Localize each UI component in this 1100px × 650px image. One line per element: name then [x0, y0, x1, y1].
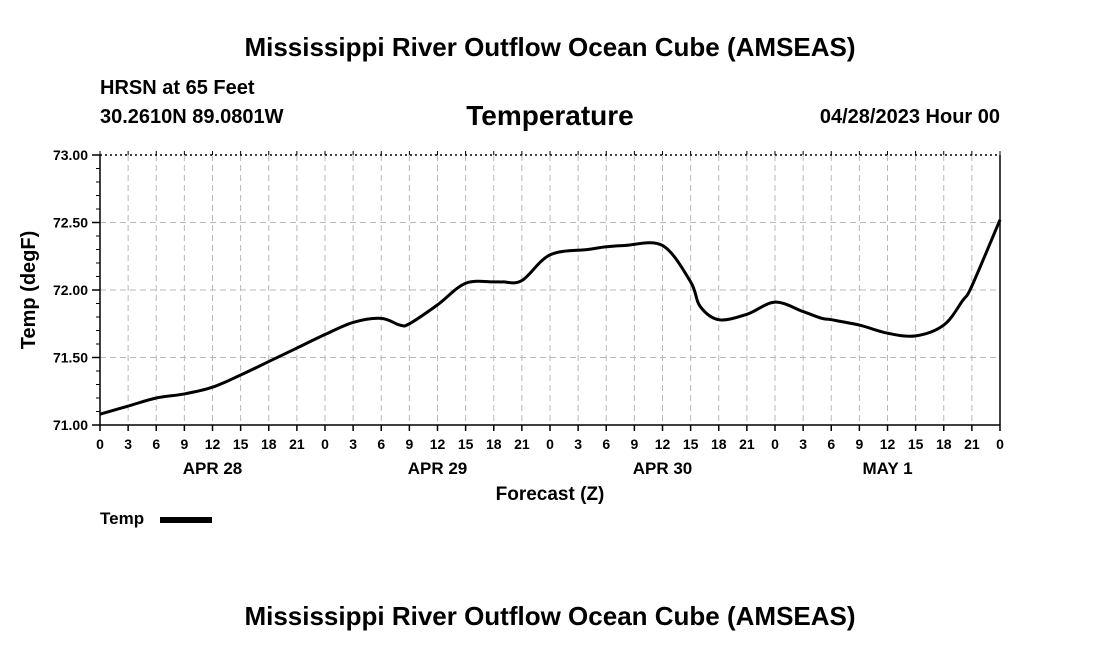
y-tick-label: 71.50: [53, 350, 88, 366]
x-tick-label: 12: [880, 436, 896, 452]
y-tick-label: 72.50: [53, 215, 88, 231]
legend-label: Temp: [100, 509, 145, 528]
day-label: APR 28: [183, 459, 243, 478]
x-tick-label: 15: [233, 436, 249, 452]
x-tick-label: 3: [349, 436, 357, 452]
x-tick-label: 15: [458, 436, 474, 452]
x-tick-label: 9: [180, 436, 188, 452]
x-tick-label: 21: [739, 436, 755, 452]
x-tick-label: 12: [205, 436, 221, 452]
y-tick-label: 72.00: [53, 282, 88, 298]
x-tick-label: 9: [405, 436, 413, 452]
day-label: MAY 1: [862, 459, 912, 478]
x-tick-label: 0: [996, 436, 1004, 452]
x-tick-label: 3: [799, 436, 807, 452]
x-tick-label: 21: [514, 436, 530, 452]
x-axis-title: Forecast (Z): [496, 484, 605, 505]
x-tick-label: 0: [546, 436, 554, 452]
x-tick-label: 18: [261, 436, 277, 452]
x-tick-label: 0: [96, 436, 104, 452]
coordinates-label: 30.2610N 89.0801W: [100, 106, 284, 128]
x-tick-label: 0: [321, 436, 329, 452]
x-tick-label: 15: [908, 436, 924, 452]
station-label: HRSN at 65 Feet: [100, 77, 255, 99]
x-tick-label: 6: [602, 436, 610, 452]
datetime-label: 04/28/2023 Hour 00: [819, 106, 1000, 128]
main-title: Mississippi River Outflow Ocean Cube (AM…: [244, 32, 856, 62]
x-tick-label: 21: [964, 436, 980, 452]
day-label: APR 29: [408, 459, 468, 478]
x-tick-label: 3: [124, 436, 132, 452]
day-label: APR 30: [633, 459, 693, 478]
series-line-temp: [99, 219, 1002, 416]
x-tick-label: 9: [855, 436, 863, 452]
x-tick-label: 12: [655, 436, 671, 452]
legend-line-swatch: [160, 517, 212, 523]
x-tick-label: 12: [430, 436, 446, 452]
x-tick-label: 15: [683, 436, 699, 452]
x-tick-label: 3: [574, 436, 582, 452]
plot-title: Temperature: [466, 100, 634, 131]
x-tick-label: 21: [289, 436, 305, 452]
x-tick-label: 6: [827, 436, 835, 452]
y-tick-label: 71.00: [53, 417, 88, 433]
footer-title: Mississippi River Outflow Ocean Cube (AM…: [244, 601, 856, 631]
x-tick-label: 6: [152, 436, 160, 452]
y-axis-title: Temp (degF): [18, 231, 40, 350]
x-tick-label: 0: [771, 436, 779, 452]
x-tick-label: 18: [711, 436, 727, 452]
y-tick-label: 73.00: [53, 147, 88, 163]
x-tick-label: 18: [936, 436, 952, 452]
x-tick-label: 6: [377, 436, 385, 452]
x-tick-label: 9: [630, 436, 638, 452]
x-tick-label: 18: [486, 436, 502, 452]
